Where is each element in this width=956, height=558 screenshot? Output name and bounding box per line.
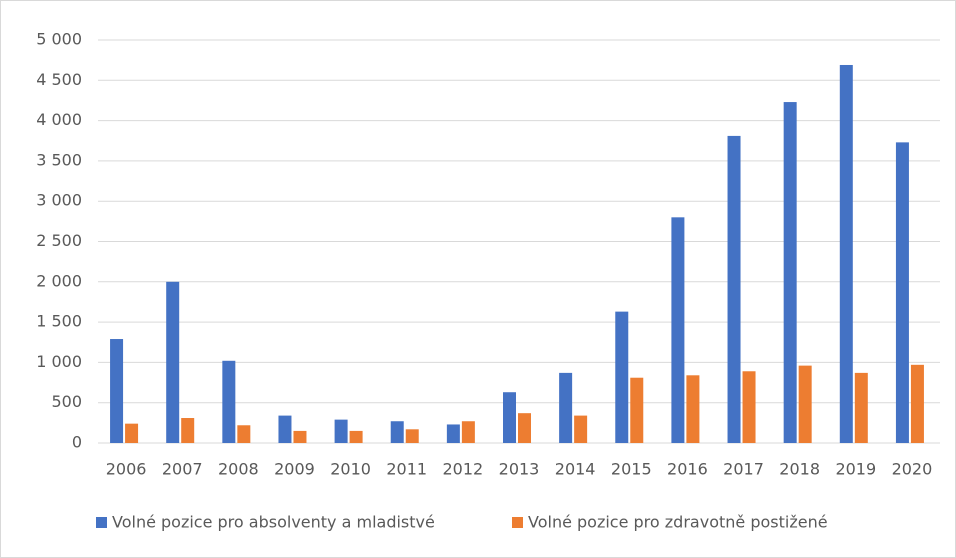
bar <box>461 421 475 443</box>
bar <box>334 419 348 443</box>
y-tick-label: 5 000 <box>36 30 82 49</box>
bar <box>574 415 588 443</box>
bar <box>839 64 853 444</box>
bar <box>630 377 644 443</box>
x-tick-label: 2020 <box>892 460 933 479</box>
y-tick-label: 3 000 <box>36 191 82 210</box>
y-tick-label: 500 <box>51 392 82 411</box>
legend-swatch <box>512 517 523 528</box>
legend-label: Volné pozice pro absolventy a mladistvé <box>112 513 435 532</box>
bar <box>615 311 629 443</box>
x-tick-label: 2017 <box>723 460 764 479</box>
bar <box>181 418 195 443</box>
x-tick-label: 2007 <box>162 460 203 479</box>
y-tick-label: 3 500 <box>36 150 82 169</box>
bar <box>854 372 868 443</box>
x-tick-label: 2010 <box>330 460 371 479</box>
bar <box>910 364 924 443</box>
bar <box>742 371 756 443</box>
x-tick-label: 2019 <box>835 460 876 479</box>
bar <box>125 423 139 443</box>
y-tick-label: 0 <box>72 433 82 452</box>
bar <box>405 429 419 443</box>
x-tick-label: 2008 <box>218 460 259 479</box>
bar <box>349 430 363 443</box>
bar <box>110 339 124 443</box>
bar <box>518 413 531 443</box>
bar <box>390 421 404 443</box>
legend-label: Volné pozice pro zdravotně postižené <box>528 513 828 532</box>
bar <box>503 392 516 443</box>
bar <box>237 425 251 443</box>
bar <box>798 365 812 443</box>
bar <box>293 430 307 443</box>
bar <box>895 142 909 443</box>
y-tick-label: 1 000 <box>36 352 82 371</box>
x-tick-label: 2006 <box>106 460 147 479</box>
x-tick-label: 2013 <box>499 460 540 479</box>
legend-swatch <box>96 517 107 528</box>
bar <box>222 360 236 443</box>
bar <box>671 217 685 443</box>
bar <box>783 102 797 443</box>
x-tick-label: 2014 <box>555 460 596 479</box>
bar <box>278 415 292 443</box>
y-tick-label: 4 000 <box>36 110 82 129</box>
x-tick-label: 2012 <box>443 460 484 479</box>
bar <box>446 424 460 443</box>
bar <box>559 372 573 443</box>
y-tick-label: 2 000 <box>36 271 82 290</box>
bar <box>166 281 180 443</box>
x-tick-label: 2015 <box>611 460 652 479</box>
y-tick-label: 4 500 <box>36 70 82 89</box>
x-tick-label: 2016 <box>667 460 708 479</box>
y-tick-label: 2 500 <box>36 231 82 250</box>
bar <box>686 375 700 443</box>
x-tick-label: 2018 <box>779 460 820 479</box>
x-tick-label: 2011 <box>386 460 427 479</box>
y-tick-label: 1 500 <box>36 312 82 331</box>
bar <box>727 135 741 443</box>
x-tick-label: 2009 <box>274 460 315 479</box>
